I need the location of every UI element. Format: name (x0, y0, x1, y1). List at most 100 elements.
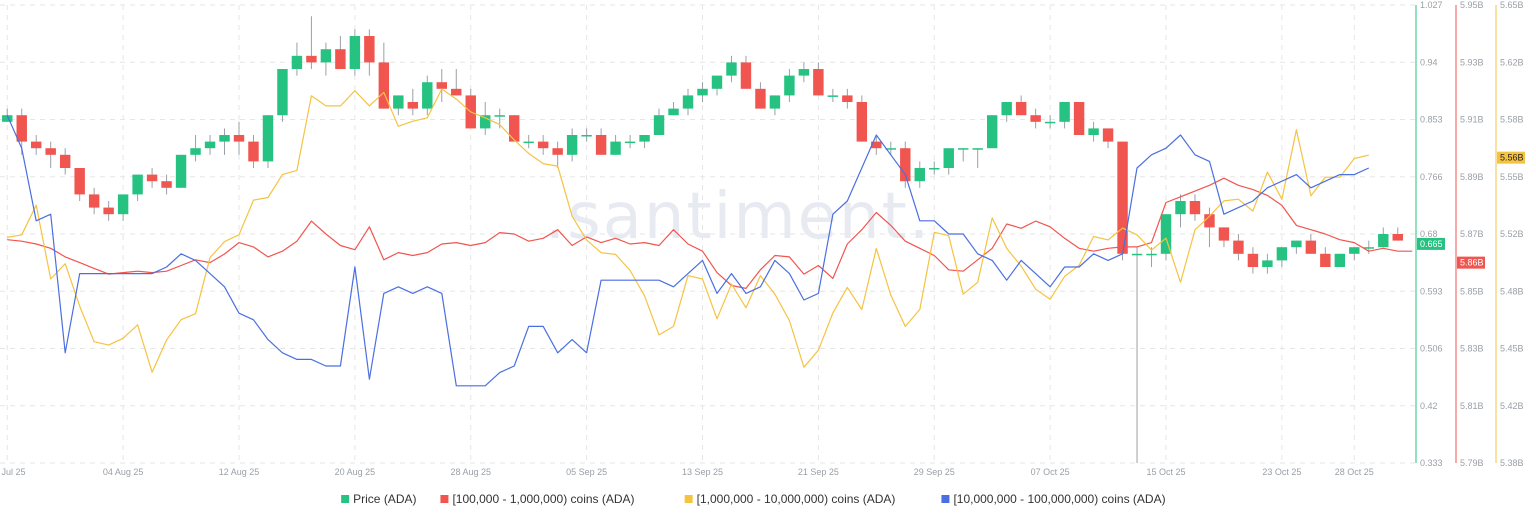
candle (958, 148, 969, 150)
candle (581, 135, 592, 137)
candle (306, 55, 317, 63)
legend-item[interactable]: [10,000,000 - 100,000,000) coins (ADA) (941, 492, 1166, 506)
price-axis-tick: 0.94 (1420, 57, 1438, 67)
candle (740, 62, 752, 89)
candle (1102, 128, 1114, 142)
legend-swatch (684, 495, 693, 503)
candle (900, 148, 911, 182)
candle (74, 168, 85, 195)
candle (422, 82, 433, 109)
legend-item[interactable]: Price (ADA) (341, 492, 416, 506)
candle (1160, 214, 1172, 254)
candle (769, 95, 781, 109)
axis-1m-tick: 5.65B (1500, 0, 1524, 10)
series-line-3 (6, 114, 1370, 387)
candle (697, 88, 708, 96)
legend-item[interactable]: [100,000 - 1,000,000) coins (ADA) (440, 492, 635, 506)
axis-100k-badge (1457, 256, 1485, 269)
axis-1m-tick: 5.45B (1500, 344, 1524, 354)
price-axis-tick: 0.506 (1420, 344, 1443, 354)
legend[interactable]: Price (ADA) [100,000 - 1,000,000) coins (… (341, 492, 1166, 506)
candle (1378, 234, 1389, 248)
x-tick-label: 29 Sep 25 (914, 467, 955, 477)
candle (1175, 201, 1186, 215)
candle (1320, 253, 1331, 267)
axis-1m-badge (1497, 151, 1525, 164)
legend-item[interactable]: [1,000,000 - 10,000,000) coins (ADA) (684, 492, 896, 506)
candle (393, 95, 404, 109)
candle (1305, 240, 1317, 254)
series-layer (2, 16, 1413, 463)
legend-label: Price (ADA) (353, 492, 416, 506)
candle (827, 95, 839, 97)
candle (508, 115, 520, 142)
candle (1247, 253, 1259, 267)
candle (407, 102, 419, 109)
candle (595, 135, 607, 155)
candle (856, 102, 868, 142)
candle (1334, 253, 1346, 267)
candle (190, 148, 201, 155)
candle (624, 141, 636, 144)
candle (711, 75, 723, 89)
candle (1204, 214, 1215, 228)
price-axis-tick: 0.68 (1420, 229, 1438, 239)
axis-100k-tick: 5.83B (1460, 344, 1484, 354)
candle (494, 115, 505, 117)
price-axis-tick: 0.42 (1420, 401, 1438, 411)
candle (610, 141, 621, 155)
candle (537, 141, 549, 149)
legend-label: [1,000,000 - 10,000,000) coins (ADA) (697, 492, 896, 506)
candle (943, 148, 954, 169)
price-axis-tick: 0.333 (1420, 458, 1443, 468)
x-tick-label: 04 Aug 25 (103, 467, 144, 477)
candle (451, 88, 462, 96)
axis-1m-tick: 5.55B (1500, 172, 1524, 182)
candle (233, 135, 245, 142)
candle (726, 62, 737, 76)
candle (88, 194, 100, 208)
watermark: .santiment. (545, 180, 931, 254)
candle (871, 141, 882, 149)
price-axis-tick: 0.593 (1420, 286, 1443, 296)
axis-1m-tick: 5.42B (1500, 401, 1524, 411)
candle (1349, 247, 1360, 254)
axis-100k-tick: 5.79B (1460, 458, 1484, 468)
candle (45, 148, 56, 155)
candle (552, 148, 563, 155)
candle (277, 69, 288, 116)
candle (364, 36, 375, 63)
price-axis-badge-label: 0.665 (1420, 239, 1443, 249)
axis-1m-tick: 5.62B (1500, 57, 1524, 67)
legend-swatch (941, 495, 950, 503)
candle (1276, 247, 1288, 261)
candle (480, 115, 491, 129)
candle (1001, 102, 1012, 116)
candle (639, 135, 650, 142)
candle (59, 154, 71, 169)
axis-100k-tick: 5.89B (1460, 172, 1484, 182)
candle (755, 88, 766, 109)
axes: 1.027 0.94 0.853 0.766 0.68 0.593 0.506 0.42 0.3… (0, 0, 1525, 477)
price-axis-tick: 0.853 (1420, 115, 1443, 125)
candle (813, 69, 824, 96)
x-tick-label: 07 Oct 25 (1031, 467, 1070, 477)
candle (1131, 253, 1143, 256)
x-tick-label: 05 Sep 25 (566, 467, 607, 477)
candle (103, 207, 114, 215)
axis-1m-tick: 5.58B (1500, 115, 1524, 125)
candle (653, 115, 665, 136)
candle (798, 69, 810, 76)
x-tick-label: 21 Sep 25 (798, 467, 839, 477)
axis-1m-tick: 5.52B (1500, 229, 1524, 239)
candle (335, 49, 346, 70)
axis-1m-badge-label: 5.56B (1500, 153, 1524, 163)
candle (986, 115, 998, 149)
candle (204, 141, 216, 149)
legend-label: [10,000,000 - 100,000,000) coins (ADA) (953, 492, 1165, 506)
candle (262, 115, 274, 162)
price-axis-tick: 0.766 (1420, 172, 1443, 182)
candle (117, 194, 129, 215)
axis-1m-tick: 5.48B (1500, 286, 1524, 296)
price-axis-badge (1417, 237, 1445, 250)
